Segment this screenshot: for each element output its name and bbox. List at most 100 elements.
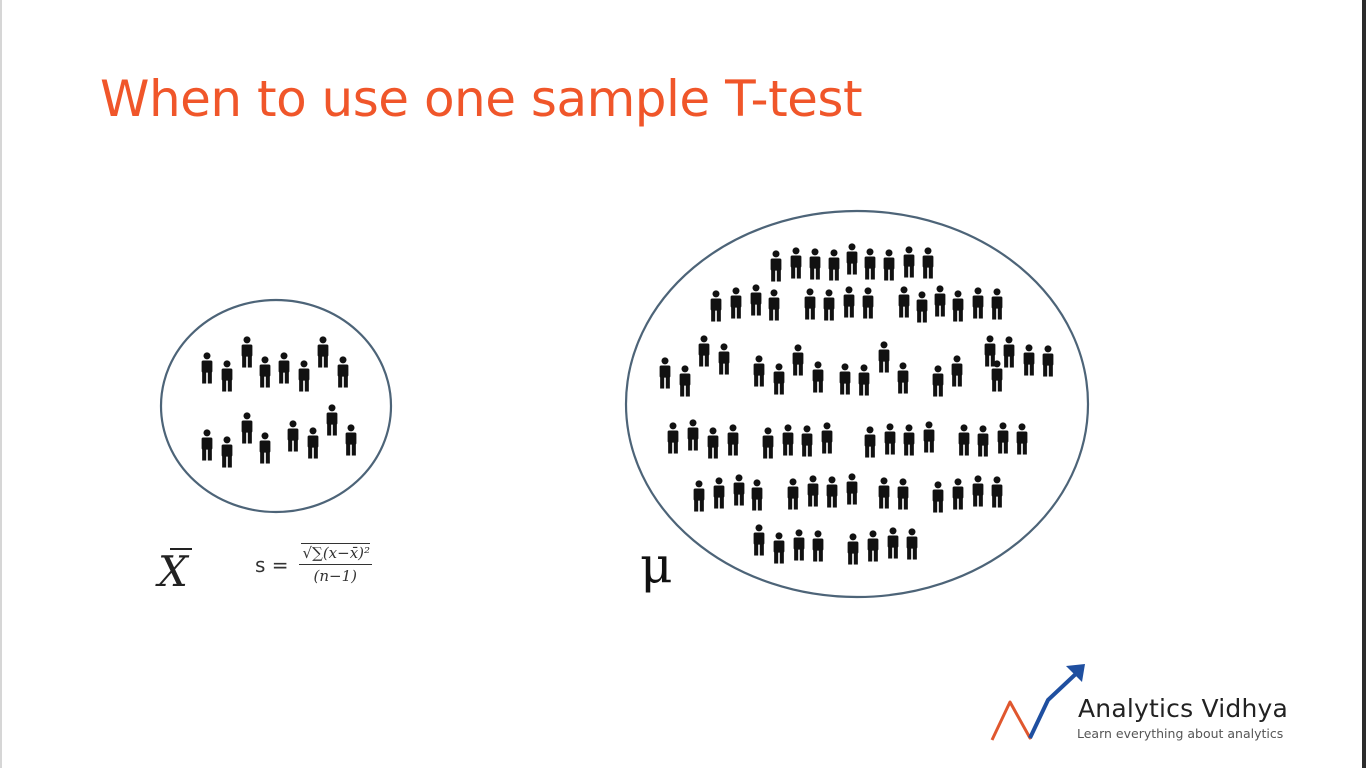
person-icon xyxy=(345,424,357,456)
person-icon xyxy=(887,527,899,559)
formula-lhs: s = xyxy=(255,552,289,577)
person-icon xyxy=(770,250,782,282)
person-icon xyxy=(952,478,964,510)
person-icon xyxy=(839,363,851,395)
person-icon xyxy=(846,473,858,505)
person-icon xyxy=(898,286,910,318)
person-icon xyxy=(807,475,819,507)
person-icon xyxy=(952,290,964,322)
person-icon xyxy=(823,289,835,321)
person-icon xyxy=(972,287,984,319)
person-icon xyxy=(821,422,833,454)
person-icon xyxy=(972,475,984,507)
person-icon xyxy=(753,355,765,387)
person-icon xyxy=(1016,423,1028,455)
person-icon xyxy=(897,362,909,394)
person-icon xyxy=(259,432,271,464)
person-icon xyxy=(864,248,876,280)
formula-numerator: √∑(x−x̄)² xyxy=(298,543,373,565)
person-icon xyxy=(884,423,896,455)
person-icon xyxy=(878,341,890,373)
person-icon xyxy=(867,530,879,562)
person-icon xyxy=(287,420,299,452)
sample-people-group xyxy=(201,336,357,468)
overline xyxy=(170,548,192,550)
person-icon xyxy=(693,480,705,512)
person-icon xyxy=(221,360,233,392)
person-icon xyxy=(897,478,909,510)
person-icon xyxy=(773,532,785,564)
person-icon xyxy=(923,421,935,453)
person-icon xyxy=(793,529,805,561)
person-icon xyxy=(773,363,785,395)
analytics-vidhya-logo: Analytics Vidhya Learn everything about … xyxy=(988,660,1338,750)
person-icon xyxy=(858,364,870,396)
person-icon xyxy=(878,477,890,509)
sample-circle xyxy=(159,298,393,514)
person-icon xyxy=(958,424,970,456)
person-icon xyxy=(934,285,946,317)
person-icon xyxy=(991,288,1003,320)
person-icon xyxy=(733,474,745,506)
left-edge xyxy=(0,0,2,768)
person-icon xyxy=(792,344,804,376)
population-mean-symbol: μ xyxy=(640,536,673,594)
person-icon xyxy=(922,247,934,279)
person-icon xyxy=(809,248,821,280)
person-icon xyxy=(659,357,671,389)
person-icon xyxy=(241,336,253,368)
trend-arrow-icon xyxy=(990,664,1085,741)
person-icon xyxy=(679,365,691,397)
person-icon xyxy=(916,291,928,323)
person-icon xyxy=(903,424,915,456)
person-icon xyxy=(843,286,855,318)
person-icon xyxy=(782,424,794,456)
person-icon xyxy=(298,360,310,392)
person-icon xyxy=(768,289,780,321)
person-icon xyxy=(997,422,1009,454)
person-icon xyxy=(826,476,838,508)
person-icon xyxy=(201,352,213,384)
person-icon xyxy=(707,427,719,459)
person-icon xyxy=(326,404,338,436)
person-icon xyxy=(883,249,895,281)
person-icon xyxy=(812,361,824,393)
person-icon xyxy=(278,352,290,384)
formula-fraction: √∑(x−x̄)² (n−1) xyxy=(298,543,373,585)
person-icon xyxy=(977,425,989,457)
person-icon xyxy=(730,287,742,319)
person-icon xyxy=(812,530,824,562)
person-icon xyxy=(307,427,319,459)
person-icon xyxy=(847,533,859,565)
person-icon xyxy=(984,335,996,367)
person-icon xyxy=(932,365,944,397)
population-people-group xyxy=(659,243,1054,565)
std-dev-formula: s = √∑(x−x̄)² (n−1) xyxy=(255,543,373,585)
person-icon xyxy=(713,477,725,509)
person-icon xyxy=(753,524,765,556)
person-icon xyxy=(710,290,722,322)
person-icon xyxy=(750,284,762,316)
person-icon xyxy=(1042,345,1054,377)
person-icon xyxy=(241,412,253,444)
person-icon xyxy=(932,481,944,513)
person-icon xyxy=(201,429,213,461)
person-icon xyxy=(727,424,739,456)
person-icon xyxy=(698,335,710,367)
person-icon xyxy=(221,436,233,468)
person-icon xyxy=(1003,336,1015,368)
person-icon xyxy=(862,287,874,319)
person-icon xyxy=(718,343,730,375)
person-icon xyxy=(828,249,840,281)
person-icon xyxy=(991,476,1003,508)
person-icon xyxy=(804,288,816,320)
person-icon xyxy=(317,336,329,368)
formula-denominator: (n−1) xyxy=(313,567,358,585)
person-icon xyxy=(1023,344,1035,376)
logo-name: Analytics Vidhya xyxy=(1078,694,1288,723)
right-edge xyxy=(1362,0,1366,768)
person-icon xyxy=(864,426,876,458)
slide-title: When to use one sample T-test xyxy=(100,70,863,128)
person-icon xyxy=(259,356,271,388)
person-icon xyxy=(951,355,963,387)
